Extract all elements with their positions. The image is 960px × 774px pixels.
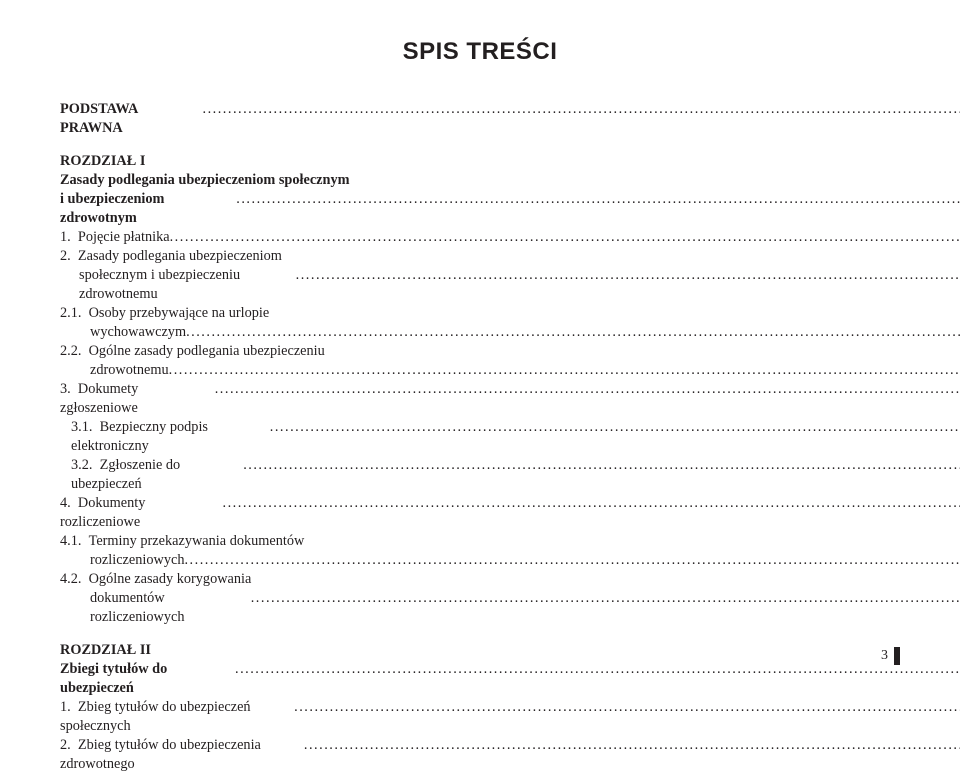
toc-entry: 3.2. Zgłoszenie do ubezpieczeń 14 — [60, 456, 960, 494]
toc-label: 4. Dokumenty rozliczeniowe — [60, 494, 223, 532]
toc-entry-line: Zasady podlegania ubezpieczeniom społecz… — [60, 171, 960, 190]
toc-label: 2. Zasady podlegania ubezpieczeniom — [79, 247, 960, 266]
toc-entry: 2.1. Osoby przebywające na urlopie wycho… — [60, 304, 960, 342]
toc-label: 3.1. Bezpieczny podpis elektroniczny — [71, 418, 270, 456]
toc-leader — [236, 190, 960, 209]
toc-leader — [223, 494, 960, 513]
toc-chapter: ROZDZIAŁ II — [60, 641, 960, 660]
toc-entry: 1. Zbieg tytułów do ubezpieczeń społeczn… — [60, 698, 960, 736]
toc-left-column: PODSTAWA PRAWNA 5 ROZDZIAŁ I Zasady podl… — [60, 100, 960, 774]
toc-label: wychowawczym — [90, 323, 186, 342]
toc-leader — [243, 456, 960, 475]
page-title: SPIS TREŚCI — [60, 38, 900, 66]
toc-label: 4.2. Ogólne zasady korygowania — [90, 570, 960, 589]
toc-leader — [184, 551, 960, 570]
toc-entry: 2. Zasady podlegania ubezpieczeniom społ… — [60, 247, 960, 304]
toc-entry: i ubezpieczeniom zdrowotnym 7 — [60, 190, 960, 228]
page-number-text: 3 — [881, 648, 888, 664]
toc-label: Zbiegi tytułów do ubezpieczeń — [60, 660, 235, 698]
toc-label: zdrowotnemu — [90, 361, 169, 380]
toc-leader — [304, 736, 960, 755]
toc-entry: 3. Dokumety zgłoszeniowe 14 — [60, 380, 960, 418]
toc-label: 2. Zbieg tytułów do ubezpieczenia zdrowo… — [60, 736, 304, 774]
toc-label: dokumentów rozliczeniowych — [90, 589, 251, 627]
toc-label: 2.2. Ogólne zasady podlegania ubezpiecze… — [90, 342, 960, 361]
toc-entry: PODSTAWA PRAWNA 5 — [60, 100, 960, 138]
toc-label: 1. Zbieg tytułów do ubezpieczeń społeczn… — [60, 698, 294, 736]
toc-leader — [251, 589, 960, 608]
toc-leader — [203, 100, 960, 119]
toc-leader — [170, 228, 960, 247]
toc-leader — [270, 418, 960, 437]
toc-leader — [294, 698, 960, 717]
toc-leader — [186, 323, 960, 342]
toc-label: 3. Dokumety zgłoszeniowe — [60, 380, 215, 418]
toc-leader — [169, 361, 960, 380]
toc-entry: 3.1. Bezpieczny podpis elektroniczny 14 — [60, 418, 960, 456]
toc-label: rozliczeniowych — [90, 551, 184, 570]
toc-entry: 4.2. Ogólne zasady korygowania dokumentó… — [60, 570, 960, 627]
toc-leader — [235, 660, 960, 679]
toc-entry: 2.2. Ogólne zasady podlegania ubezpiecze… — [60, 342, 960, 380]
toc-label: społecznym i ubezpieczeniu zdrowotnemu — [79, 266, 296, 304]
toc-entry: 2. Zbieg tytułów do ubezpieczenia zdrowo… — [60, 736, 960, 774]
toc-label: 4.1. Terminy przekazywania dokumentów — [90, 532, 960, 551]
toc-label: i ubezpieczeniom zdrowotnym — [60, 190, 236, 228]
toc-label: 1. Pojęcie płatnika — [60, 228, 170, 247]
page-number: 3 — [881, 647, 900, 665]
toc-entry: 4.1. Terminy przekazywania dokumentów ro… — [60, 532, 960, 570]
toc-leader — [296, 266, 960, 285]
toc-columns: PODSTAWA PRAWNA 5 ROZDZIAŁ I Zasady podl… — [60, 100, 900, 774]
toc-label: 2.1. Osoby przebywające na urlopie — [90, 304, 960, 323]
toc-label: 3.2. Zgłoszenie do ubezpieczeń — [71, 456, 243, 494]
toc-label: PODSTAWA PRAWNA — [60, 100, 203, 138]
page-number-bar-icon — [894, 647, 900, 665]
toc-entry: 4. Dokumenty rozliczeniowe 18 — [60, 494, 960, 532]
toc-chapter: ROZDZIAŁ I — [60, 152, 960, 171]
toc-entry: 1. Pojęcie płatnika 7 — [60, 228, 960, 247]
toc-leader — [215, 380, 960, 399]
toc-entry: Zbiegi tytułów do ubezpieczeń 21 — [60, 660, 960, 698]
